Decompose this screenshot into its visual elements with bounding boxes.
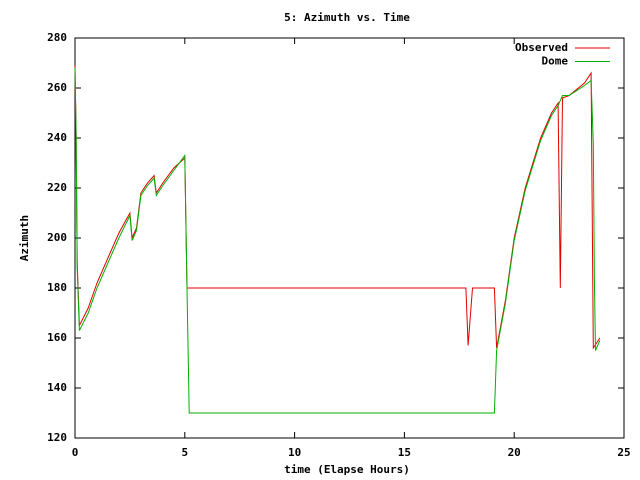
legend-label: Dome	[542, 55, 569, 68]
y-tick-label: 120	[47, 431, 67, 444]
y-tick-label: 180	[47, 281, 67, 294]
y-tick-label: 200	[47, 231, 67, 244]
x-tick-label: 10	[288, 446, 301, 459]
y-tick-label: 140	[47, 381, 67, 394]
y-tick-label: 260	[47, 81, 67, 94]
plot-frame	[74, 37, 625, 439]
x-tick-label: 25	[617, 446, 630, 459]
legend-label: Observed	[515, 41, 568, 54]
data-line	[74, 65, 601, 350]
y-tick-label: 220	[47, 181, 67, 194]
x-tick-label: 0	[72, 446, 79, 459]
x-axis-label: time (Elapse Hours)	[284, 463, 410, 476]
y-axis-label: Azimuth	[18, 215, 31, 261]
y-tick-label: 160	[47, 331, 67, 344]
x-tick-label: 15	[398, 446, 411, 459]
data-line	[74, 67, 601, 414]
y-tick-label: 280	[47, 31, 67, 44]
x-tick-label: 5	[181, 446, 188, 459]
x-tick-label: 20	[508, 446, 521, 459]
chart-title: 5: Azimuth vs. Time	[284, 11, 410, 24]
y-tick-label: 240	[47, 131, 67, 144]
